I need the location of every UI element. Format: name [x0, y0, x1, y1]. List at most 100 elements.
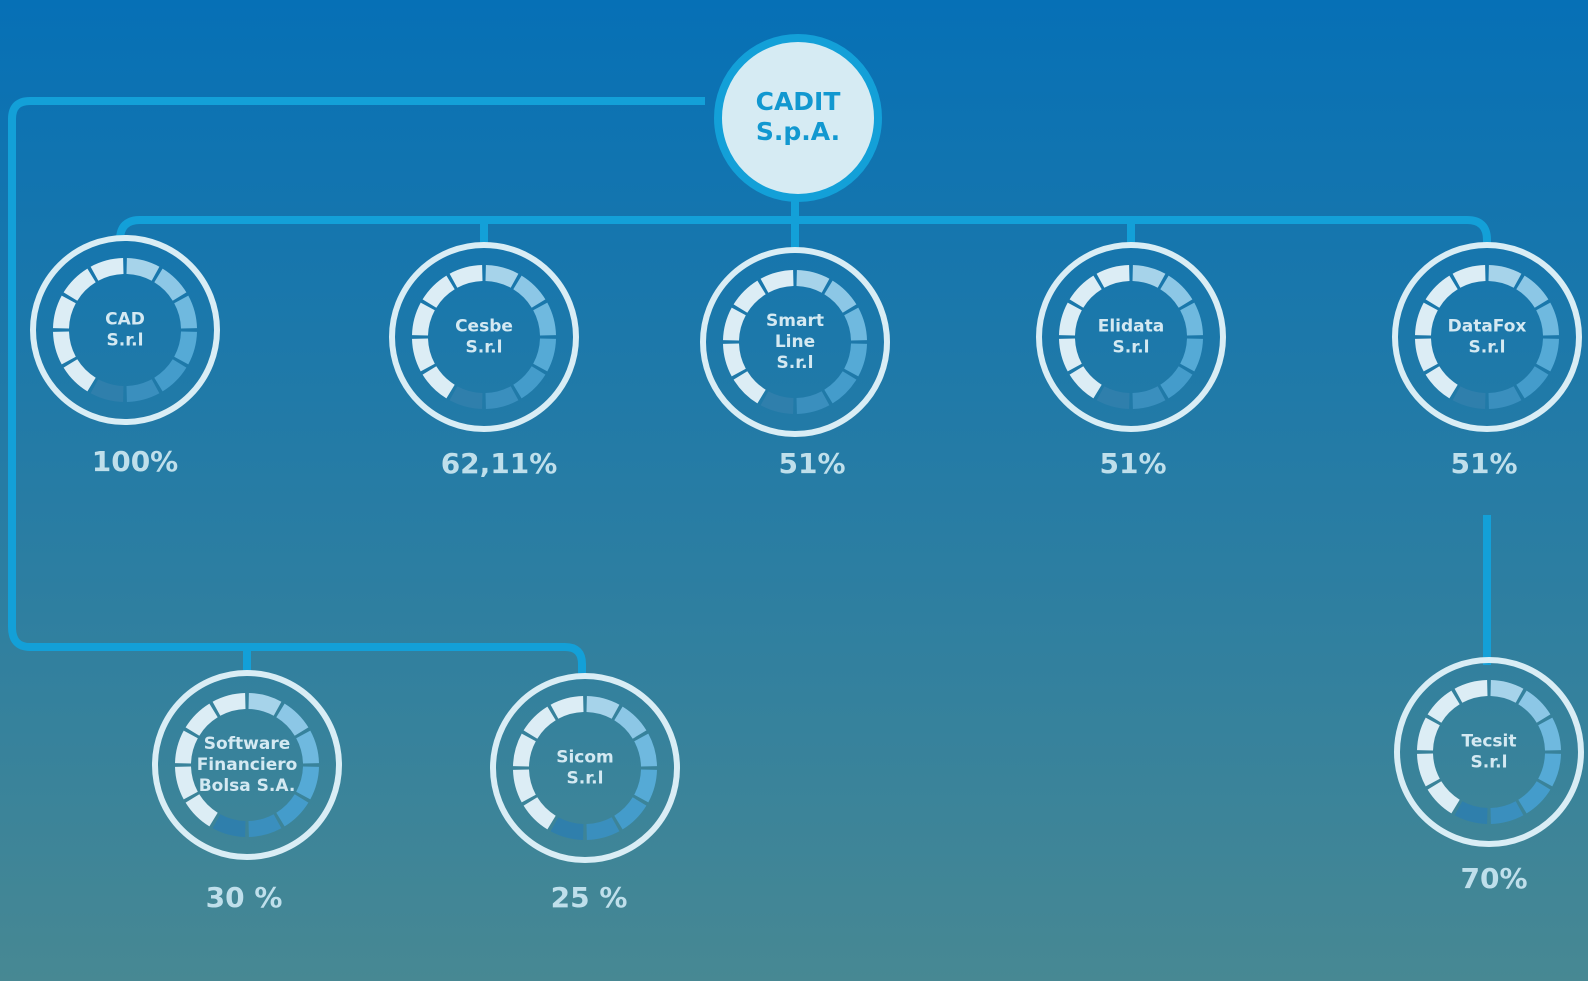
ring-segment [586, 696, 620, 719]
nodes: CADITS.p.A.CADS.r.l100%CesbeS.r.l62,11%S… [30, 34, 1584, 914]
ring-segment [796, 270, 830, 293]
ring-segment [1059, 302, 1082, 336]
ring-segment [154, 268, 187, 301]
ring-segment [53, 331, 76, 365]
ring-segment [175, 730, 198, 764]
node-label: Software [204, 734, 291, 754]
ring-segment [1059, 338, 1082, 372]
node-label: Financiero [197, 755, 298, 775]
ownership-share: 100% [92, 445, 179, 478]
ownership-share: 30 % [206, 881, 283, 914]
ring-segment [449, 265, 483, 288]
node-outer-ring [1392, 242, 1582, 432]
ring-segment [1180, 338, 1203, 372]
ring-segment [1518, 690, 1551, 723]
ring-segment [1454, 801, 1488, 824]
ring-segment [174, 331, 197, 365]
node-label: Bolsa S.A. [199, 776, 296, 796]
ring-segment [174, 295, 197, 329]
ring-segment [550, 696, 584, 719]
ring-segment [154, 359, 187, 392]
node-outer-ring [700, 247, 890, 437]
ring-segment [412, 302, 435, 336]
ring-segment [760, 270, 794, 293]
ring-segment [513, 769, 536, 803]
node-outer-ring [30, 235, 220, 425]
ring-segment [276, 794, 309, 827]
ring-segment [1160, 275, 1193, 308]
ownership-share: 51% [1450, 447, 1517, 480]
node-circle [714, 34, 882, 202]
ring-segment [1425, 275, 1458, 308]
ring-segment [1538, 753, 1561, 787]
node-label: S.r.l [466, 338, 503, 358]
ring-segment [276, 703, 309, 736]
ring-segment [1452, 265, 1486, 288]
ring-segment [485, 265, 519, 288]
node-label: S.r.l [1469, 338, 1506, 358]
node-label: Sicom [556, 748, 614, 768]
ring-segment [1490, 680, 1524, 703]
ring-segment [550, 817, 584, 840]
node-outer-ring [152, 670, 342, 860]
ring-segment [824, 371, 857, 404]
ring-segment [185, 794, 218, 827]
ownership-share: 62,11% [441, 447, 558, 480]
ring-segment [1516, 366, 1549, 399]
ring-segment [212, 814, 246, 837]
node-label: S.r.l [107, 331, 144, 351]
node-label: CAD [105, 310, 145, 330]
ring-segment [485, 386, 519, 409]
ring-segment [1180, 302, 1203, 336]
ring-segment [175, 766, 198, 800]
ring-segment [533, 338, 556, 372]
ring-segment [126, 258, 160, 281]
ring-segment [733, 371, 766, 404]
node-outer-ring [389, 242, 579, 432]
node-label: S.r.l [567, 769, 604, 789]
node-label: Tecsit [1461, 732, 1516, 752]
ring-segment [1069, 366, 1102, 399]
node-label: DataFox [1448, 317, 1527, 337]
ring-segment [1488, 265, 1522, 288]
node-label: S.r.l [1113, 338, 1150, 358]
ring-segment [1132, 265, 1166, 288]
ring-segment [844, 343, 867, 377]
connector [8, 97, 705, 678]
ring-segment [523, 706, 556, 739]
ring-segment [1488, 386, 1522, 409]
node-outer-ring [490, 673, 680, 863]
ownership-share: 51% [1099, 447, 1166, 480]
ownership-share: 25 % [551, 881, 628, 914]
ring-segment [1454, 680, 1488, 703]
ring-segment [1518, 781, 1551, 814]
ring-segment [248, 693, 282, 716]
ring-segment [296, 766, 319, 800]
ring-segment [1490, 801, 1524, 824]
ring-segment [614, 706, 647, 739]
ring-segment [796, 391, 830, 414]
ring-segment [513, 366, 546, 399]
ring-segment [1452, 386, 1486, 409]
ring-segment [733, 280, 766, 313]
ring-segment [634, 769, 657, 803]
ring-segment [1415, 302, 1438, 336]
ownership-share: 51% [778, 447, 845, 480]
node-outer-ring [1394, 657, 1584, 847]
ring-segment [533, 302, 556, 336]
ring-segment [63, 268, 96, 301]
node-label: Elidata [1098, 317, 1165, 337]
ring-segment [513, 733, 536, 767]
ring-segment [212, 693, 246, 716]
ring-segment [844, 307, 867, 341]
ring-segment [90, 379, 124, 402]
ring-segment [1160, 366, 1193, 399]
connector [116, 216, 1491, 248]
